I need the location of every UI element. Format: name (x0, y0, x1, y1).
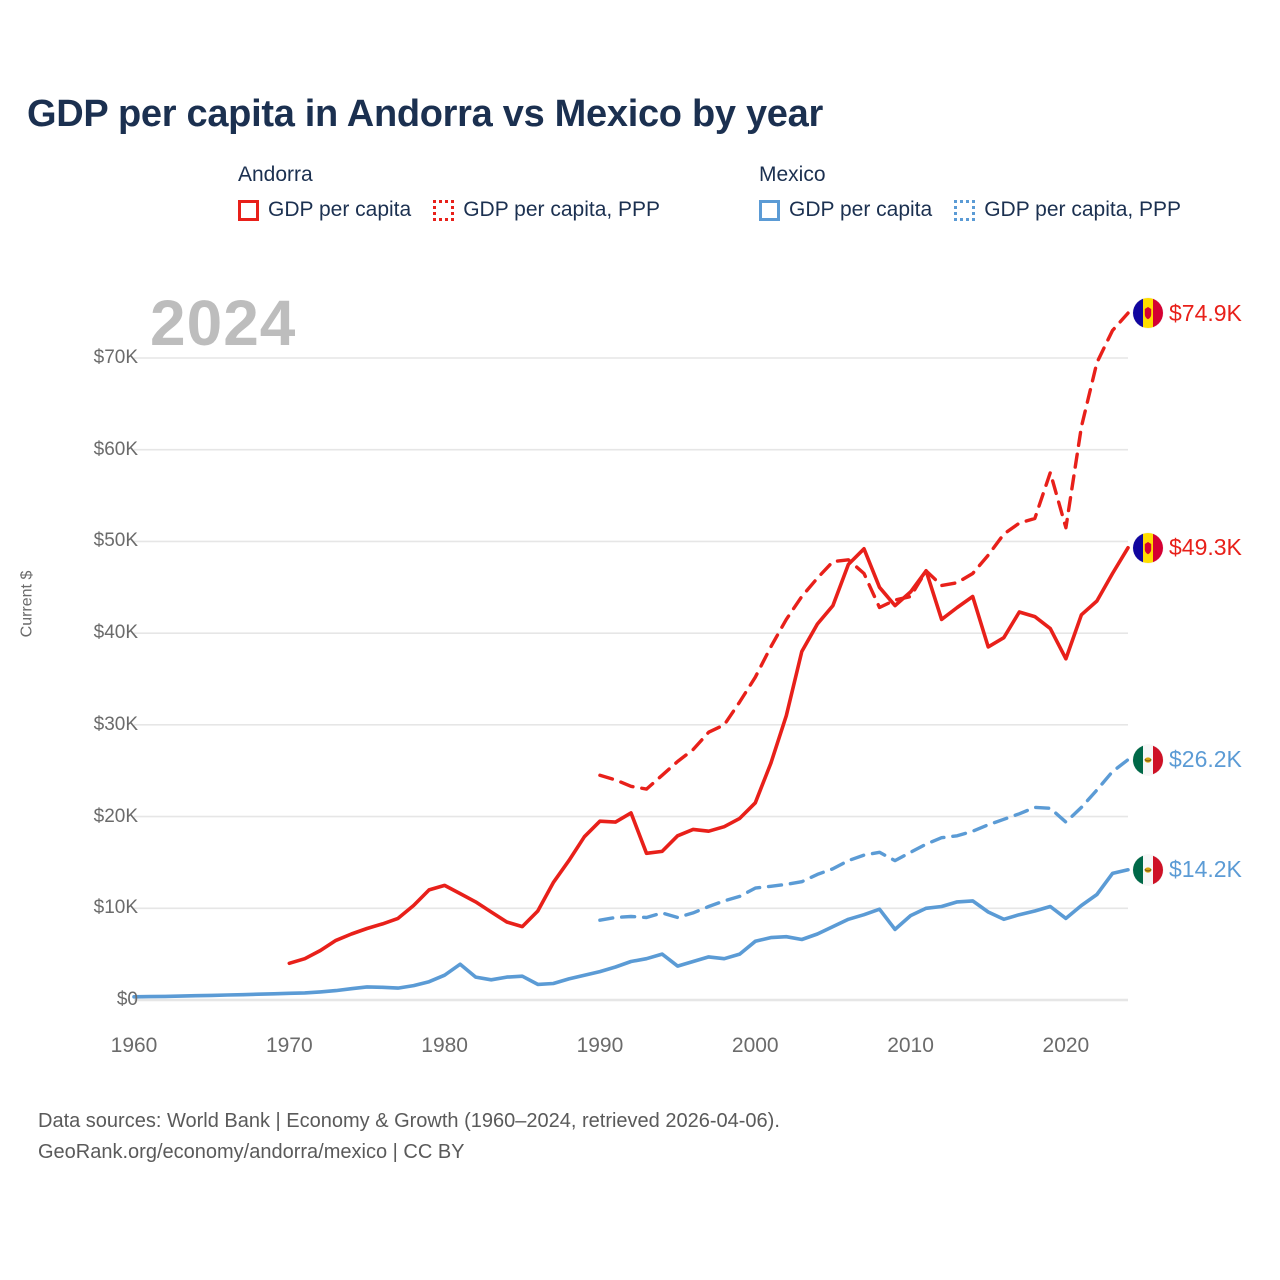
y-tick-label: $20K (93, 805, 138, 827)
x-tick-label: 1960 (110, 1034, 158, 1057)
x-tick-label: 1970 (265, 1034, 313, 1057)
y-tick-label: $70K (93, 347, 138, 368)
chart-footer: Data sources: World Bank | Economy & Gro… (38, 1106, 780, 1168)
legend-country-mexico: Mexico (759, 163, 826, 186)
x-tick-label: 1990 (576, 1034, 624, 1057)
legend-item-mexico-gdp-ppp[interactable]: GDP per capita, PPP (954, 198, 1181, 222)
end-label[interactable]: $74.9K (1133, 298, 1242, 329)
series-line-2[interactable] (132, 868, 1130, 999)
legend-label-andorra-gdp-ppp: GDP per capita, PPP (463, 198, 661, 221)
x-tick-label: 2020 (1042, 1034, 1090, 1057)
y-tick-label: $10K (93, 897, 138, 919)
legend-country-andorra: Andorra (238, 163, 313, 186)
end-label[interactable]: $26.2K (1133, 744, 1242, 775)
series-line-0[interactable] (287, 546, 1130, 966)
legend-group-andorra: Andorra GDP per capita GDP per capita, P… (238, 163, 660, 222)
series-line-3[interactable] (598, 758, 1130, 922)
legend-group-mexico: Mexico GDP per capita GDP per capita, PP… (759, 163, 1181, 222)
y-tick-label: $0 (116, 989, 138, 1010)
page-title: GDP per capita in Andorra vs Mexico by y… (27, 93, 823, 135)
mexico-flag-icon (1133, 854, 1163, 885)
x-tick-label: 2000 (731, 1034, 779, 1057)
y-axis-ticks: $0 $10K $20K $30K $40K $50K $60K $70K (28, 0, 138, 1060)
x-tick-label: 1980 (421, 1034, 468, 1057)
legend-label-andorra-gdp: GDP per capita (268, 198, 412, 221)
legend-swatch-dotted-blue-icon (954, 199, 976, 221)
y-tick-label: $40K (93, 622, 138, 644)
year-watermark: 2024 (150, 287, 297, 359)
end-label-value: $74.9K (1169, 299, 1242, 326)
andorra-flag-icon (1133, 532, 1163, 563)
legend-swatch-dotted-red-icon (433, 199, 455, 221)
footer-line-1: Data sources: World Bank | Economy & Gro… (38, 1110, 780, 1132)
series-line-1[interactable] (598, 311, 1130, 791)
y-tick-label: $60K (93, 438, 138, 460)
legend-swatch-solid-blue-icon (759, 199, 780, 221)
end-label-value: $26.2K (1169, 746, 1242, 773)
legend-item-andorra-gdp-ppp[interactable]: GDP per capita, PPP (433, 198, 660, 222)
y-tick-label: $30K (93, 713, 138, 735)
legend-label-mexico-gdp-ppp: GDP per capita, PPP (984, 198, 1182, 221)
legend-item-mexico-gdp[interactable]: GDP per capita (759, 198, 932, 222)
end-label-value: $14.2K (1169, 856, 1242, 883)
legend-swatch-solid-red-icon (238, 199, 259, 221)
end-label[interactable]: $49.3K (1133, 532, 1242, 563)
end-label-value: $49.3K (1169, 534, 1242, 561)
andorra-flag-icon (1133, 298, 1163, 329)
end-label[interactable]: $14.2K (1133, 854, 1242, 885)
legend-label-mexico-gdp: GDP per capita (789, 198, 933, 221)
y-tick-label: $50K (93, 530, 138, 552)
footer-line-2: GeoRank.org/economy/andorra/mexico | CC … (38, 1141, 465, 1163)
legend-item-andorra-gdp[interactable]: GDP per capita (238, 198, 411, 222)
x-tick-label: 2010 (887, 1034, 934, 1057)
mexico-flag-icon (1133, 744, 1163, 775)
